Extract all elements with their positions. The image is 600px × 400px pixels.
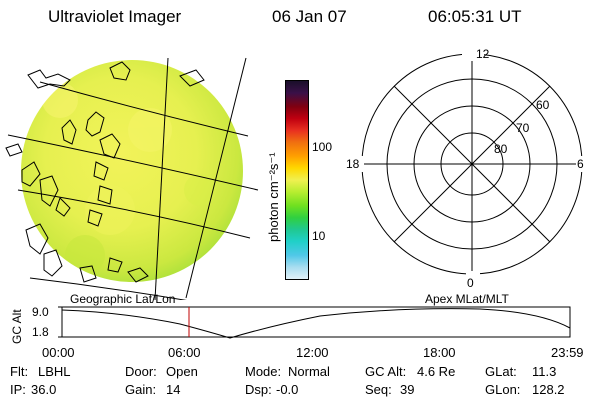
observation-time: 06:05:31 UT	[428, 7, 522, 26]
observation-date: 06 Jan 07	[272, 7, 347, 26]
gc-alt-value: 4.6 Re	[417, 364, 456, 379]
filter-value: LBHL	[38, 364, 71, 379]
colorbar-tick-100: 100	[312, 140, 333, 154]
dsp-value: -0.0	[276, 382, 299, 397]
time-tick-0000: 00:00	[42, 345, 75, 360]
glat-value: 11.3	[532, 364, 557, 379]
glat-label: GLat:	[485, 364, 517, 379]
dsp-label: Dsp:	[245, 382, 272, 397]
geographic-label: Geographic Lat/Lon	[70, 292, 176, 306]
lat-lon-grid	[7, 57, 259, 300]
time-tick-1800: 18:00	[423, 345, 456, 360]
polar-diagonal-2	[393, 85, 551, 243]
door-label: Door:	[125, 364, 157, 379]
seq-value: 39	[400, 382, 415, 397]
mode-value: Normal	[288, 364, 330, 379]
gc-alt-label: GC Alt:	[365, 364, 407, 379]
altitude-plot-frame	[61, 306, 571, 338]
glon-value: 128.2	[532, 382, 565, 397]
mlt-label-18: 18	[346, 157, 360, 171]
mode-label: Mode:	[245, 364, 282, 379]
mlat-label-70: 70	[516, 121, 530, 135]
filter-label: Flt:	[10, 364, 29, 379]
colorbar-unit-label: photon cm⁻²s⁻¹	[266, 152, 281, 242]
glon-label: GLon:	[485, 382, 521, 397]
apex-label: Apex MLat/MLT	[425, 292, 509, 306]
gain-label: Gain:	[125, 382, 157, 397]
door-value: Open	[166, 364, 198, 379]
altitude-ymin: 1.8	[32, 325, 49, 339]
coastlines	[5, 61, 205, 283]
altitude-ymax: 9.0	[32, 305, 49, 319]
instrument-title: Ultraviolet Imager	[48, 7, 182, 26]
mlt-label-12: 12	[476, 47, 490, 61]
earth-disk	[21, 60, 243, 282]
time-tick-0600: 06:00	[168, 345, 201, 360]
ip-label: IP:	[10, 382, 26, 397]
time-tick-2359: 23:59	[551, 345, 584, 360]
time-tick-1200: 12:00	[296, 345, 329, 360]
ip-value: 36.0	[31, 382, 57, 397]
mlat-label-80: 80	[494, 142, 508, 156]
mlat-label-60: 60	[536, 98, 550, 112]
seq-label: Seq:	[365, 382, 392, 397]
colorbar-tick-10: 10	[312, 229, 326, 243]
altitude-axis-label: GC Alt	[10, 309, 24, 344]
mlt-label-6: 6	[577, 157, 584, 171]
polar-plot: 12 18 6 0 60 70 80	[342, 47, 590, 290]
gain-value: 14	[166, 382, 181, 397]
earth-image	[5, 57, 259, 300]
colorbar	[285, 80, 309, 280]
altitude-curve	[61, 308, 571, 339]
mlt-label-0: 0	[467, 276, 474, 290]
altitude-plot	[58, 306, 571, 339]
